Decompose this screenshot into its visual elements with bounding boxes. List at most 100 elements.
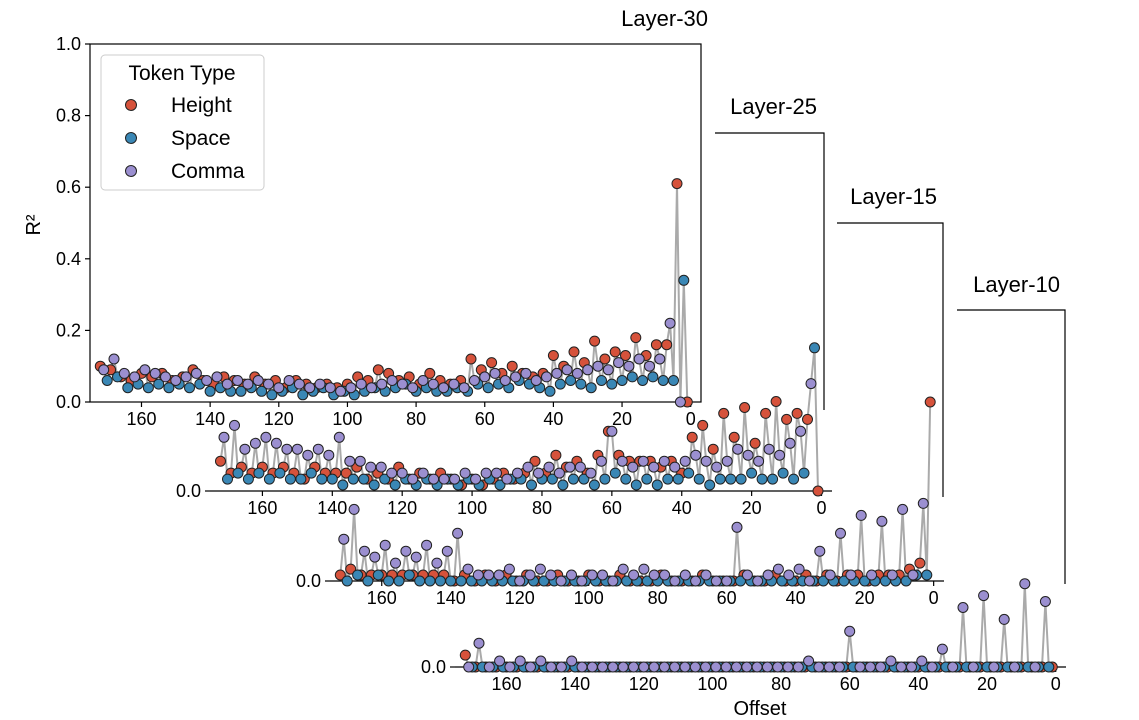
- data-point-comma: [170, 375, 182, 386]
- x-tick-label: 140: [195, 409, 225, 429]
- x-tick-label: 100: [574, 588, 604, 608]
- data-point-comma: [648, 461, 660, 473]
- x-tick-label: 40: [908, 674, 928, 694]
- panel-connectors: [715, 132, 1066, 584]
- data-point-comma: [936, 643, 948, 655]
- data-point-comma: [886, 569, 898, 581]
- data-point-comma: [784, 437, 796, 449]
- data-point-space: [900, 575, 912, 587]
- x-tick-label: 60: [717, 588, 737, 608]
- legend-box: [100, 54, 265, 191]
- data-point-comma: [897, 503, 909, 515]
- data-point-comma: [679, 661, 691, 673]
- data-point-comma: [679, 455, 691, 467]
- data-point-height: [697, 419, 709, 431]
- data-point-comma: [489, 367, 501, 379]
- data-point-comma: [711, 461, 723, 473]
- data-point-space: [403, 569, 415, 581]
- data-point-comma: [585, 467, 597, 479]
- y-tick-label: 0.0: [176, 481, 201, 501]
- data-point-comma: [823, 661, 835, 673]
- data-point-comma: [555, 575, 567, 587]
- data-point-comma: [499, 375, 511, 386]
- data-point-comma: [291, 443, 303, 455]
- data-point-space: [575, 378, 587, 390]
- data-point-height: [609, 346, 621, 358]
- data-point-space: [352, 569, 364, 581]
- data-point-comma: [710, 575, 722, 587]
- x-tick-label: 20: [612, 409, 632, 429]
- data-point-comma: [449, 473, 461, 485]
- data-point-space: [326, 473, 338, 485]
- data-point-space: [746, 467, 758, 479]
- data-point-space: [546, 473, 558, 485]
- data-point-comma: [561, 364, 573, 376]
- data-point-comma: [190, 367, 202, 379]
- data-point-comma: [386, 375, 398, 386]
- data-point-space: [341, 575, 353, 587]
- data-point-comma: [545, 661, 557, 673]
- data-point-comma: [410, 551, 422, 563]
- data-point-space: [641, 473, 653, 485]
- data-point-space: [232, 467, 244, 479]
- data-point-comma: [118, 367, 130, 379]
- data-point-comma: [967, 661, 979, 673]
- data-point-space: [620, 473, 632, 485]
- data-point-space: [647, 371, 659, 383]
- data-point-comma: [616, 455, 628, 467]
- data-point-comma: [762, 569, 774, 581]
- data-point-space: [434, 575, 446, 587]
- data-point-comma: [448, 378, 460, 390]
- data-point-comma: [407, 473, 419, 485]
- x-tick-label: 140: [436, 588, 466, 608]
- x-tick-label: 120: [264, 409, 294, 429]
- data-point-comma: [586, 661, 598, 673]
- data-point-space: [424, 575, 436, 587]
- data-point-comma: [690, 449, 702, 461]
- data-point-comma: [751, 661, 763, 673]
- data-point-comma: [543, 461, 555, 473]
- x-tick-label: 100: [457, 498, 487, 518]
- data-point-comma: [844, 625, 856, 637]
- data-point-space: [668, 375, 679, 386]
- data-point-height: [465, 353, 477, 365]
- data-point-comma: [335, 385, 347, 397]
- data-point-comma: [835, 527, 846, 539]
- data-point-comma: [763, 443, 775, 455]
- data-point-comma: [926, 661, 938, 673]
- data-point-space: [599, 473, 611, 485]
- data-point-comma: [551, 367, 563, 379]
- data-point-comma: [263, 378, 274, 390]
- data-point-space: [616, 375, 628, 386]
- legend-label-comma: Comma: [171, 160, 245, 183]
- data-point-comma: [885, 655, 897, 667]
- data-point-comma: [462, 563, 474, 575]
- data-point-space: [347, 473, 359, 485]
- data-point-space: [235, 385, 247, 397]
- data-point-comma: [644, 360, 655, 372]
- data-point-comma: [774, 449, 786, 461]
- data-point-space: [735, 473, 747, 485]
- data-point-comma: [504, 661, 516, 673]
- data-point-height: [334, 569, 346, 581]
- data-point-space: [368, 479, 380, 491]
- data-point-height: [812, 485, 824, 497]
- x-tick-label: 100: [332, 409, 362, 429]
- x-tick-label: 80: [532, 498, 552, 518]
- data-point-comma: [396, 378, 408, 390]
- data-point-space: [372, 569, 384, 581]
- legend-marker-height: [125, 99, 137, 111]
- data-point-comma: [761, 661, 773, 673]
- data-point-comma: [574, 461, 586, 473]
- data-point-comma: [628, 569, 640, 581]
- data-point-height: [686, 431, 698, 443]
- data-point-comma: [483, 569, 495, 581]
- data-point-space: [544, 385, 556, 397]
- data-point-comma: [541, 371, 552, 383]
- data-point-comma: [379, 539, 391, 551]
- legend-title: Token Type: [128, 62, 235, 85]
- x-tick-label: 140: [560, 674, 590, 694]
- data-point-comma: [108, 353, 120, 365]
- data-point-comma: [690, 575, 702, 587]
- series-comma: [338, 497, 929, 587]
